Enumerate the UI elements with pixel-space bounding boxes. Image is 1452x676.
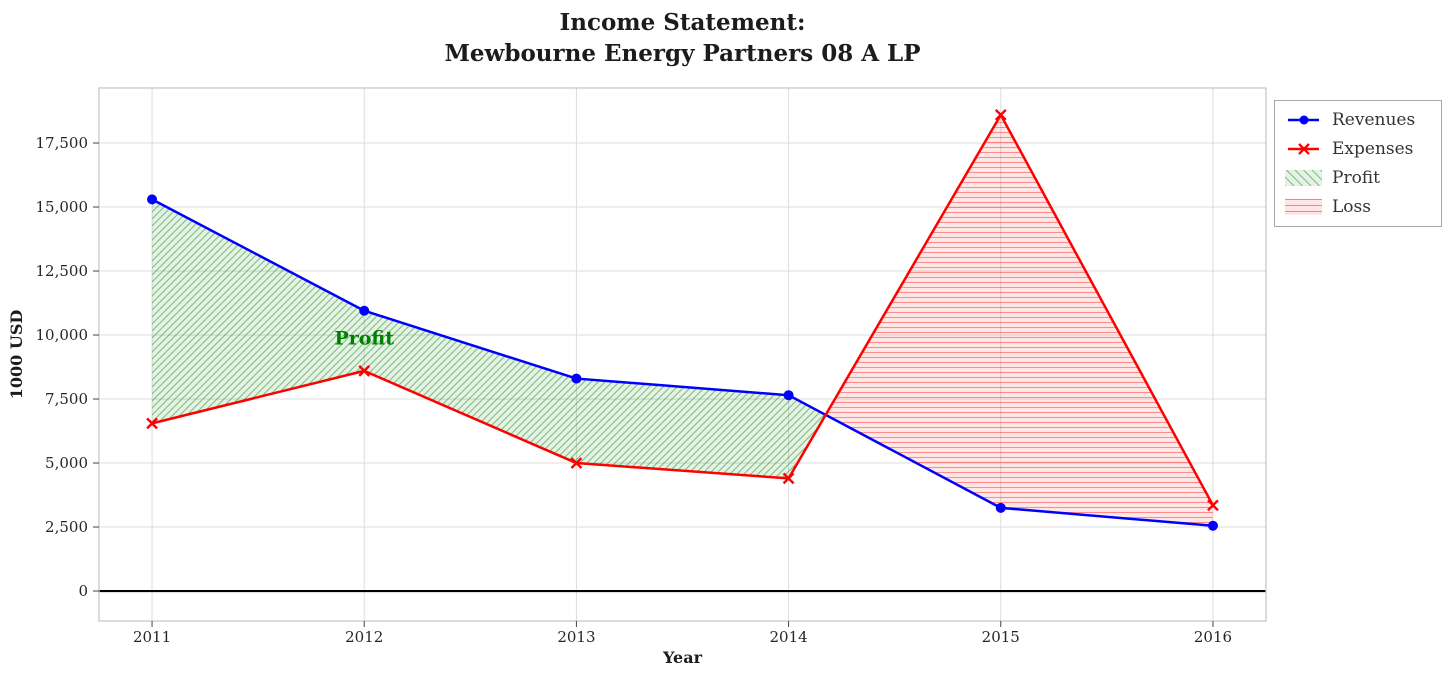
- legend-glyph-revenues-line-icon: [1288, 115, 1319, 125]
- chart-title: Income Statement: Mewbourne Energy Partn…: [0, 7, 1365, 69]
- legend-glyph-profit-patch-icon: [1285, 170, 1322, 186]
- legend-item-profit: Profit: [1285, 168, 1431, 188]
- svg-text:2013: 2013: [557, 628, 595, 646]
- revenues-line: [151, 198, 1214, 528]
- svg-text:2012: 2012: [345, 628, 383, 646]
- legend-label-revenues: Revenues: [1332, 110, 1416, 130]
- revenues-markers: [147, 194, 1218, 531]
- profit-region: [152, 199, 826, 479]
- chart-title-line1: Income Statement:: [559, 9, 806, 36]
- chart-title-line2: Mewbourne Energy Partners 08 A LP: [444, 40, 921, 67]
- legend-item-expenses: Expenses: [1285, 139, 1431, 159]
- svg-text:5,000: 5,000: [45, 454, 88, 472]
- svg-text:0: 0: [78, 582, 88, 600]
- svg-text:17,500: 17,500: [36, 134, 89, 152]
- legend-item-revenues: Revenues: [1285, 110, 1431, 130]
- legend-label-expenses: Expenses: [1332, 139, 1414, 159]
- expenses-line: [151, 113, 1215, 506]
- legend-glyph-expenses-line-icon: [1288, 143, 1319, 155]
- expenses-markers: [146, 109, 1219, 512]
- profit-annotation: Profit: [334, 328, 394, 350]
- svg-text:10,000: 10,000: [36, 326, 89, 344]
- legend: Revenues Expenses Profit Loss: [1274, 100, 1442, 227]
- svg-text:12,500: 12,500: [36, 262, 89, 280]
- svg-text:2015: 2015: [982, 628, 1020, 646]
- plot-border: [98, 87, 1267, 622]
- loss-region: [825, 114, 1213, 526]
- legend-item-loss: Loss: [1285, 197, 1431, 217]
- svg-text:7,500: 7,500: [45, 390, 88, 408]
- legend-label-profit: Profit: [1332, 168, 1380, 188]
- y-axis-label: 1000 USD: [7, 310, 26, 400]
- fill-regions: [152, 114, 1213, 526]
- svg-text:15,000: 15,000: [36, 198, 89, 216]
- svg-text:2011: 2011: [133, 628, 171, 646]
- x-axis-label: Year: [662, 648, 703, 667]
- svg-text:2,500: 2,500: [45, 518, 88, 536]
- legend-label-loss: Loss: [1332, 197, 1371, 217]
- legend-glyph-loss-patch-icon: [1285, 199, 1322, 215]
- svg-text:2016: 2016: [1194, 628, 1232, 646]
- y-axis-ticks: 0 2,500 5,000 7,500 10,000 12,500 15,000 17,500: [36, 134, 99, 600]
- svg-text:2014: 2014: [769, 628, 807, 646]
- x-axis-ticks: 2011 2012 2013 2014 2015 2016: [133, 621, 1232, 646]
